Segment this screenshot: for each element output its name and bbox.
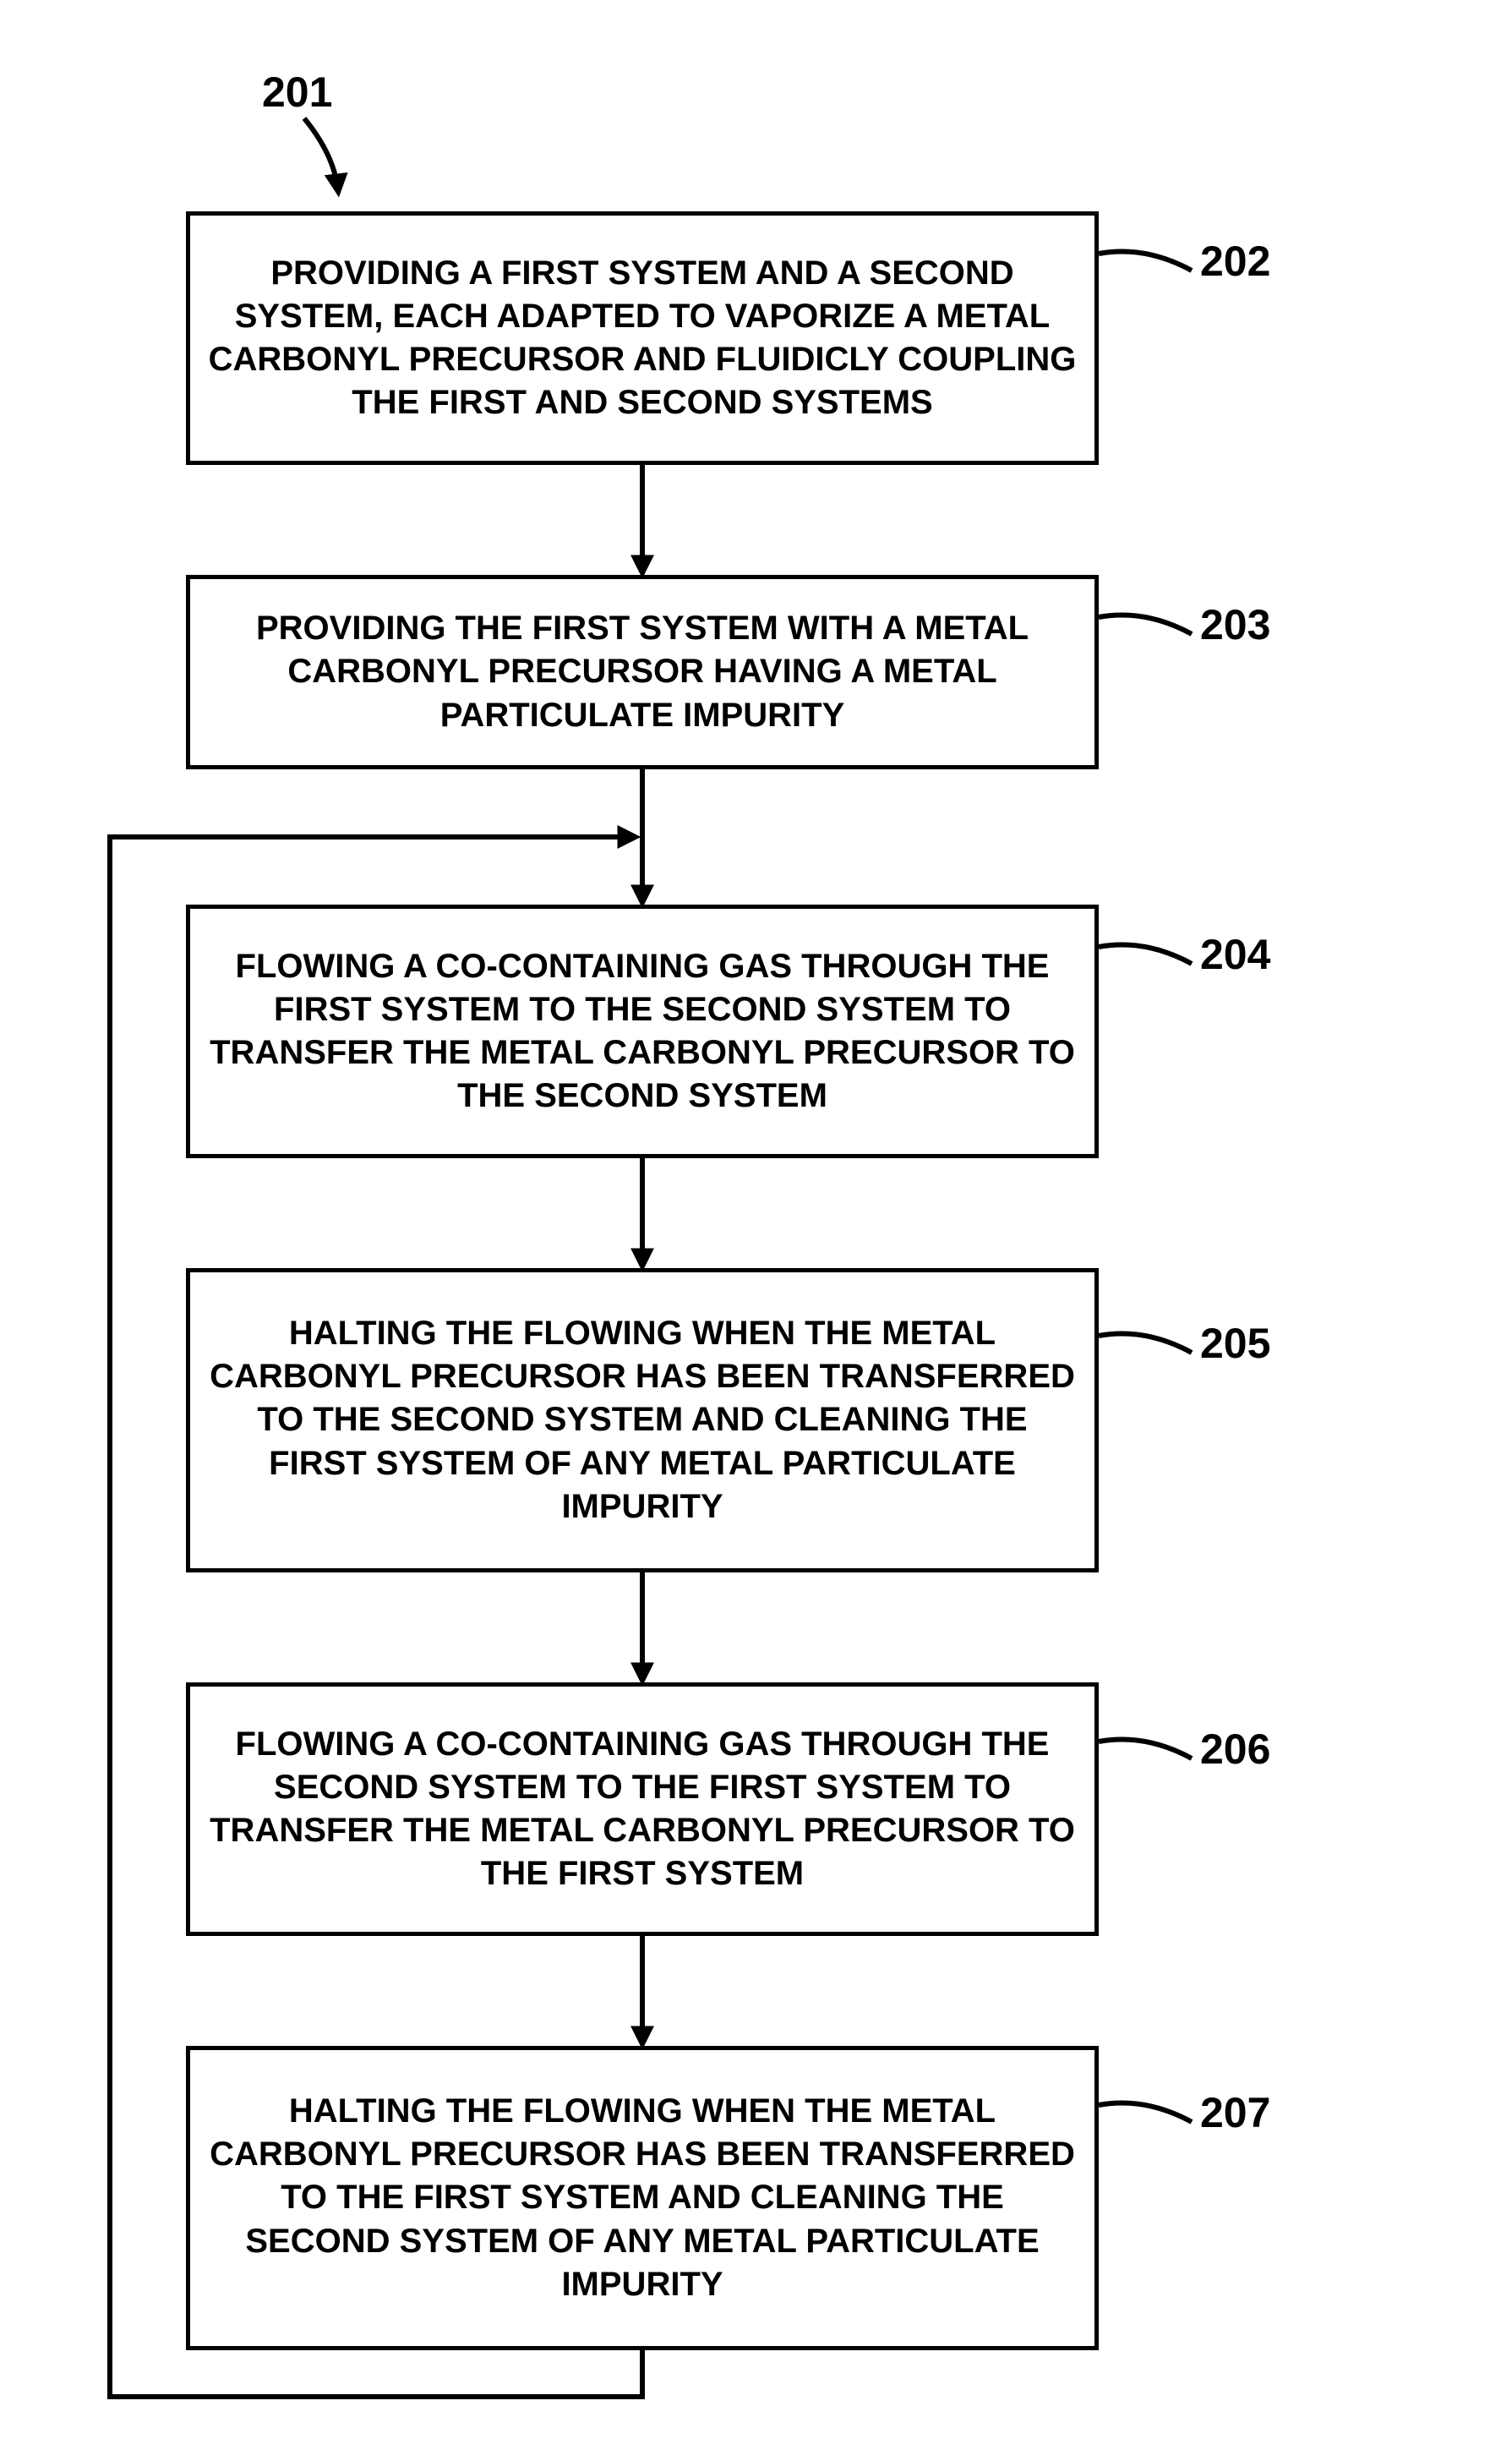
step-206-ref: 206 (1200, 1725, 1270, 1774)
step-204-text: FLOWING A CO-CONTAINING GAS THROUGH THE … (205, 945, 1079, 1118)
step-202-text: PROVIDING A FIRST SYSTEM AND A SECOND SY… (205, 252, 1079, 425)
step-206-box: FLOWING A CO-CONTAINING GAS THROUGH THE … (186, 1682, 1099, 1936)
step-204-ref: 204 (1200, 930, 1270, 979)
figure-id-label: 201 (262, 68, 332, 117)
step-203-text: PROVIDING THE FIRST SYSTEM WITH A METAL … (205, 607, 1079, 737)
step-202-box: PROVIDING A FIRST SYSTEM AND A SECOND SY… (186, 211, 1099, 465)
step-205-text: HALTING THE FLOWING WHEN THE METAL CARBO… (205, 1312, 1079, 1528)
step-206-text: FLOWING A CO-CONTAINING GAS THROUGH THE … (205, 1723, 1079, 1896)
step-203-box: PROVIDING THE FIRST SYSTEM WITH A METAL … (186, 575, 1099, 769)
step-205-box: HALTING THE FLOWING WHEN THE METAL CARBO… (186, 1268, 1099, 1572)
step-204-box: FLOWING A CO-CONTAINING GAS THROUGH THE … (186, 905, 1099, 1158)
step-203-ref: 203 (1200, 600, 1270, 649)
step-207-box: HALTING THE FLOWING WHEN THE METAL CARBO… (186, 2046, 1099, 2350)
step-207-text: HALTING THE FLOWING WHEN THE METAL CARBO… (205, 2090, 1079, 2306)
flowchart-canvas: 201 PROVIDING A FIRST SYSTEM AND A SECON… (0, 0, 1512, 2439)
step-207-ref: 207 (1200, 2088, 1270, 2137)
step-205-ref: 205 (1200, 1319, 1270, 1368)
step-202-ref: 202 (1200, 237, 1270, 286)
